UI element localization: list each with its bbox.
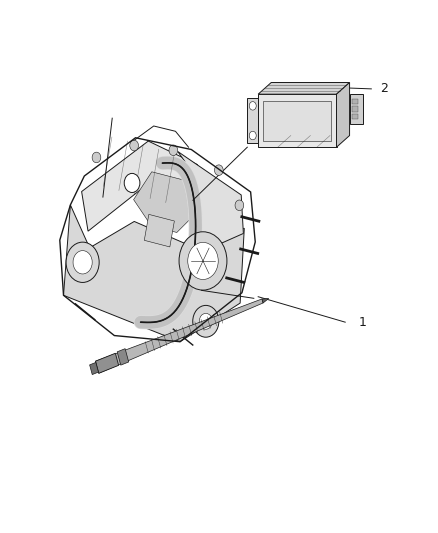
Bar: [352, 114, 358, 119]
Polygon shape: [95, 299, 263, 373]
Polygon shape: [134, 172, 198, 232]
Circle shape: [169, 145, 178, 156]
Circle shape: [249, 102, 256, 110]
Polygon shape: [81, 141, 198, 231]
Bar: [263, 101, 331, 141]
Bar: [352, 99, 358, 104]
Circle shape: [188, 243, 218, 279]
Polygon shape: [117, 349, 129, 365]
Circle shape: [66, 242, 99, 282]
Circle shape: [124, 173, 140, 192]
Circle shape: [215, 165, 223, 175]
Bar: [352, 107, 358, 112]
Circle shape: [235, 200, 244, 211]
Circle shape: [193, 305, 219, 337]
Circle shape: [199, 313, 212, 329]
Polygon shape: [247, 99, 258, 143]
Circle shape: [73, 251, 92, 274]
Polygon shape: [178, 151, 244, 251]
Polygon shape: [64, 205, 244, 342]
Polygon shape: [144, 214, 174, 247]
Circle shape: [92, 152, 101, 163]
Polygon shape: [350, 94, 364, 124]
Circle shape: [130, 140, 138, 151]
Polygon shape: [258, 94, 336, 147]
Text: 2: 2: [381, 83, 389, 95]
Polygon shape: [95, 353, 119, 373]
Polygon shape: [258, 83, 350, 94]
Circle shape: [249, 131, 256, 140]
Polygon shape: [90, 362, 99, 375]
Polygon shape: [262, 298, 269, 303]
Circle shape: [179, 232, 227, 290]
Text: 1: 1: [359, 316, 367, 329]
Polygon shape: [336, 83, 350, 147]
